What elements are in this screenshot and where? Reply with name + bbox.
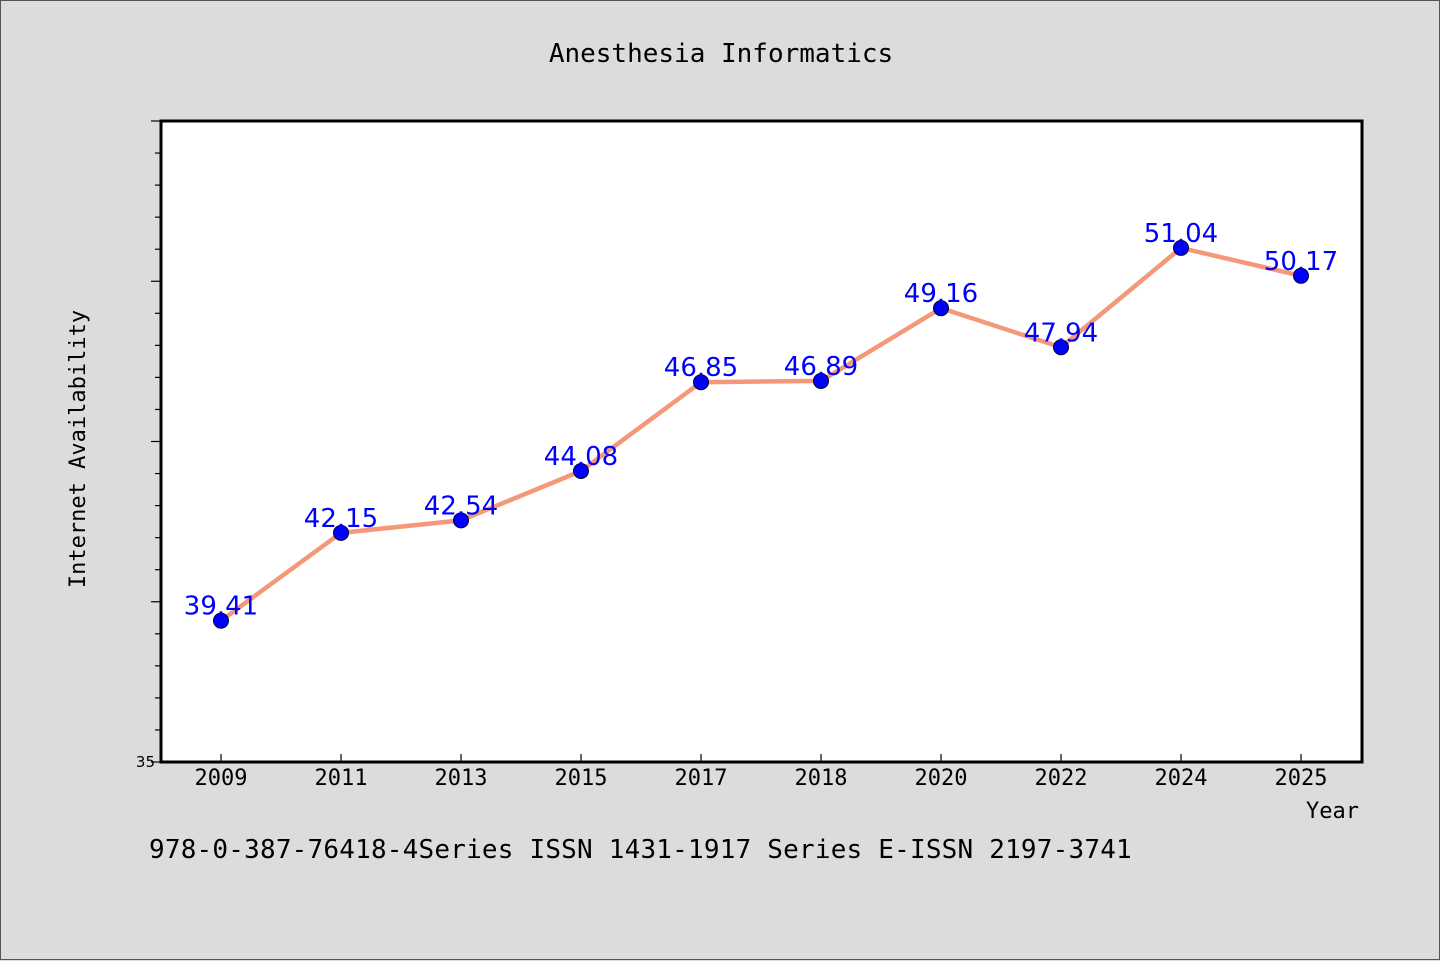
x-tick-label: 2024 — [1155, 766, 1208, 791]
data-point — [333, 524, 349, 541]
data-labels-group: 39.41 42.15 42.54 44.08 46.85 46.89 49.16 47.94… — [184, 219, 1338, 622]
data-label: 47.94 — [1024, 318, 1098, 348]
x-axis-tick-labels: 2009 2011 2013 2015 2017 2018 2020 2022 2024 2025 — [195, 766, 1328, 791]
data-label: 44.08 — [544, 442, 618, 472]
x-axis-ticks — [220, 754, 1302, 762]
data-label: 46.85 — [664, 353, 738, 383]
x-tick-label: 2020 — [915, 766, 968, 791]
plot-area — [159, 119, 1364, 764]
data-point — [573, 462, 589, 479]
data-point — [213, 612, 229, 629]
y-axis-ticks — [151, 120, 161, 763]
x-tick-label: 2009 — [195, 766, 248, 791]
data-point — [1173, 239, 1189, 256]
series-line-group — [218, 245, 1304, 623]
series-line — [218, 245, 1304, 623]
data-point — [813, 372, 829, 389]
x-tick-label: 2022 — [1035, 766, 1088, 791]
x-tick-label: 2018 — [795, 766, 848, 791]
data-label: 42.15 — [304, 504, 378, 534]
chart-title: Anesthesia Informatics — [549, 39, 893, 69]
x-tick-label: 2011 — [315, 766, 368, 791]
data-label: 46.89 — [784, 352, 858, 382]
footer-isbn-text: 978-0-387-76418-4Series ISSN 1431-1917 S… — [149, 835, 1132, 865]
x-tick-label: 2017 — [675, 766, 728, 791]
data-label: 49.16 — [904, 279, 978, 309]
y-axis-label: Internet Availability — [66, 310, 91, 588]
data-point — [1053, 339, 1069, 356]
data-label: 39.41 — [184, 592, 258, 622]
x-tick-label: 2013 — [435, 766, 488, 791]
data-label: 50.17 — [1264, 247, 1338, 277]
x-axis-label: Year — [1306, 799, 1359, 824]
data-label: 42.54 — [424, 491, 498, 521]
y-tick-label: 35 — [136, 753, 155, 771]
data-point — [933, 300, 949, 317]
data-label: 51.04 — [1144, 219, 1218, 249]
data-point — [693, 374, 709, 391]
x-tick-label: 2015 — [555, 766, 608, 791]
x-tick-label: 2025 — [1275, 766, 1328, 791]
series-points-group — [213, 239, 1309, 629]
data-point — [453, 512, 469, 529]
data-point — [1293, 267, 1309, 284]
y-axis-tick-labels: 35 — [136, 753, 155, 771]
